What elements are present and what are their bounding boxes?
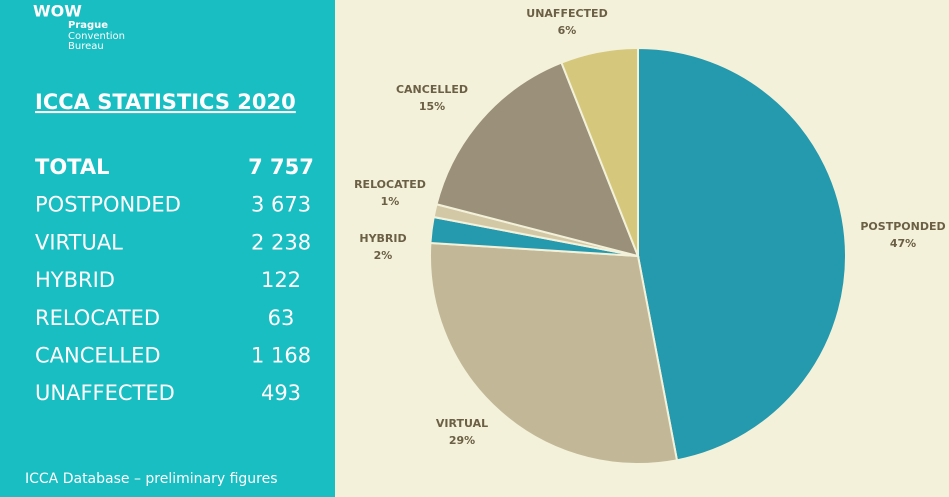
logo-text: Convention: [68, 31, 125, 42]
slice-label: RELOCATED: [354, 178, 426, 191]
slice-label: POSTPONDED: [860, 220, 945, 233]
pie-slice: [560, 46, 639, 257]
slice-value-label: 29%: [449, 434, 475, 447]
pie-slice: [435, 61, 640, 258]
row-label: UNAFFECTED: [35, 381, 175, 405]
row-label: POSTPONDED: [35, 193, 181, 217]
row-value: 1 168: [251, 344, 311, 368]
slice-value-label: 15%: [419, 100, 445, 113]
row-label: VIRTUAL: [35, 230, 123, 254]
slice-value-label: 1%: [381, 195, 400, 208]
logo-text: Prague: [68, 20, 108, 31]
panel-title: ICCA STATISTICS 2020: [35, 90, 296, 114]
logo-text: Bureau: [68, 41, 104, 52]
row-value: 493: [261, 381, 301, 405]
slice-value-label: 47%: [890, 237, 916, 250]
slice-label: UNAFFECTED: [526, 7, 607, 20]
footer: ICCA Database – preliminary figures: [25, 471, 278, 487]
slice-value-label: 6%: [558, 24, 577, 37]
row-value: 3 673: [251, 193, 311, 217]
row-label: TOTAL: [35, 155, 110, 179]
pie-slice: [637, 46, 847, 462]
pie-slice: [429, 241, 679, 465]
row-label: CANCELLED: [35, 344, 161, 368]
slice-label: CANCELLED: [396, 83, 468, 96]
row-value: 7 757: [248, 155, 314, 179]
row-value: 63: [268, 306, 295, 330]
row-label: HYBRID: [35, 268, 115, 292]
slice-label: HYBRID: [359, 232, 406, 245]
slice-label: VIRTUAL: [436, 417, 488, 430]
row-value: 2 238: [251, 230, 311, 254]
slice-value-label: 2%: [374, 249, 393, 262]
row-value: 122: [261, 268, 301, 292]
row-label: RELOCATED: [35, 306, 160, 330]
left-panel: [0, 0, 335, 497]
logo-mark: WOW: [33, 2, 82, 21]
